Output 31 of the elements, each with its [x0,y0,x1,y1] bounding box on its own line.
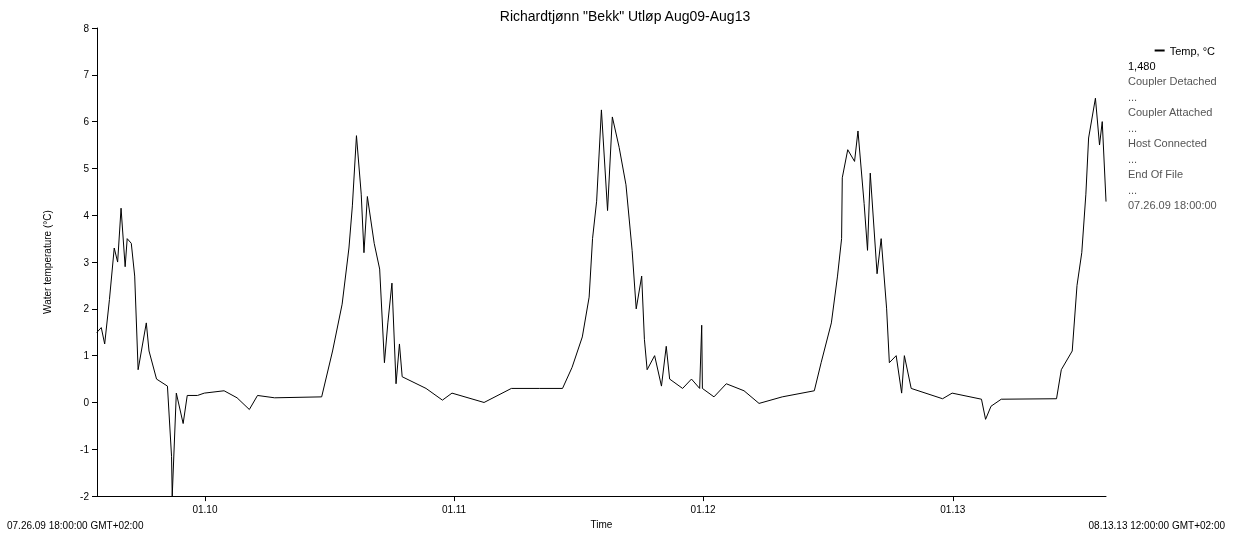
text: End Of File [1128,168,1184,180]
text: 08.13.13 12:00:00 GMT+02:00 [1088,519,1226,531]
text: ... [1128,121,1138,134]
text: 07.26.09 18:00:00 GMT+02:00 [7,519,144,531]
text: ... [1128,90,1138,103]
y-tick-label: 6 [83,116,90,128]
x-tick-label: 01.10 [192,503,218,515]
x-axis-title: Time [590,518,613,530]
y-tick-label: 4 [83,209,90,221]
y-tick-label: 7 [83,69,90,81]
chart-title: Richardtjønn "Bekk" Utløp Aug09-Aug13 [499,8,751,24]
x-tick-label: 01.12 [690,503,717,515]
y-tick-label: 2 [83,303,90,315]
y-tick-label: 1 [83,350,90,362]
text: 1,480 [1128,59,1156,72]
text: Host Connected [1128,137,1207,149]
text: ... [1128,152,1138,165]
y-tick-label: 3 [83,256,90,268]
y-tick-label: -2 [80,490,90,502]
x-tick-label: 01.13 [940,503,966,515]
y-tick-label: 8 [83,22,90,34]
text: 07.26.09 18:00:00 [1128,199,1217,211]
y-tick-label: 0 [83,396,90,408]
y-tick-label: -1 [80,443,90,455]
y-tick-label: 5 [83,162,90,174]
text: ... [1128,183,1138,196]
y-axis-title: Water temperature (°C) [41,210,53,314]
text: Coupler Attached [1128,106,1213,118]
legend-label: Temp, °C [1169,44,1216,57]
x-tick-label: 01.11 [441,503,467,515]
text: Coupler Detached [1128,75,1217,87]
